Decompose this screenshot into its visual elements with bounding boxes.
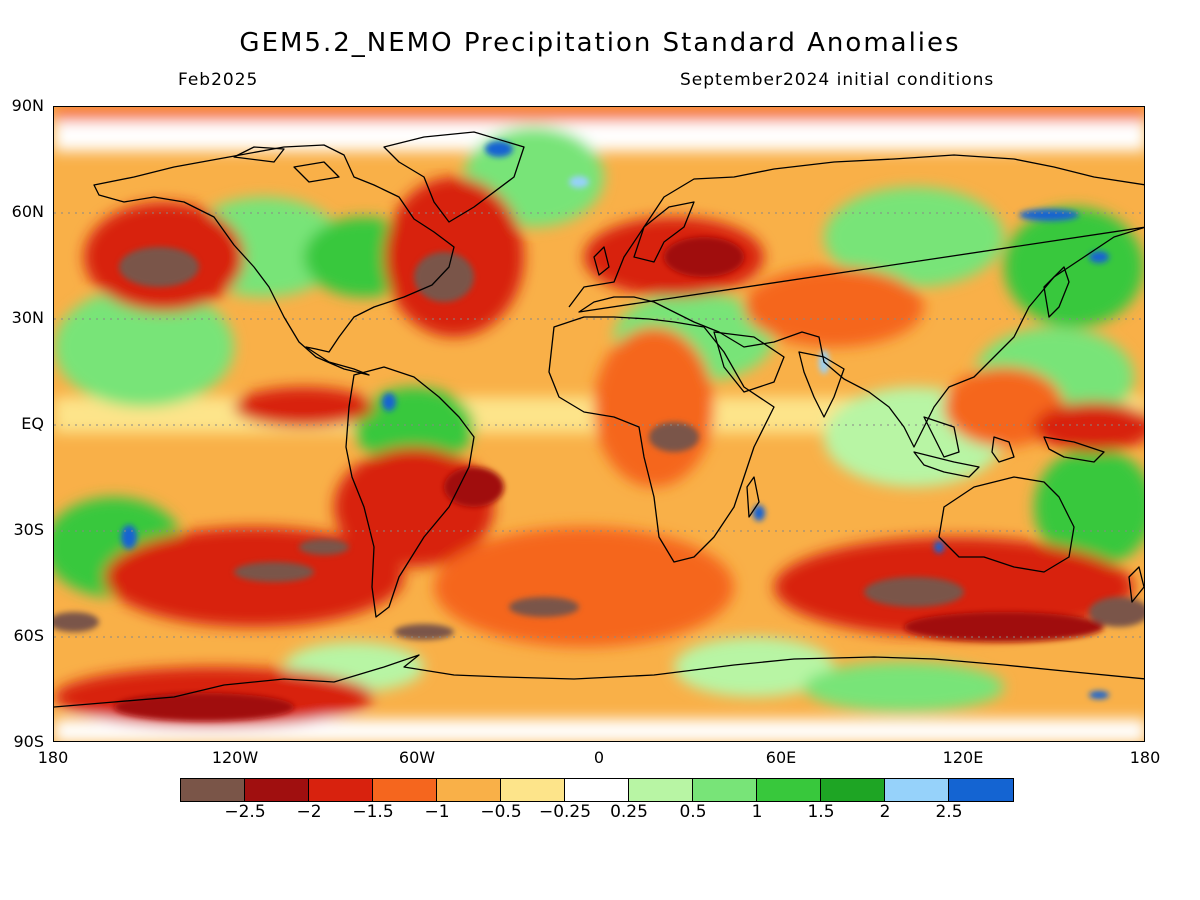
- colorbar-swatch: [501, 779, 565, 801]
- coastlines: [54, 131, 1144, 708]
- lat-label-90n: 90N: [11, 96, 44, 115]
- colorbar-swatch: [757, 779, 821, 801]
- colorbar-swatch: [821, 779, 885, 801]
- lat-label-30s: 30S: [13, 520, 44, 539]
- lat-label-eq: EQ: [21, 414, 44, 433]
- anomaly-map: [53, 106, 1145, 742]
- lon-label-0: 0: [593, 748, 605, 767]
- colorbar-tick-label: 1.5: [807, 802, 835, 822]
- colorbar: [180, 778, 1014, 802]
- colorbar-tick-label: 0.25: [610, 802, 648, 822]
- colorbar-swatch: [629, 779, 693, 801]
- lon-label-60e: 60E: [765, 748, 797, 767]
- colorbar-tick-label: −2: [296, 802, 322, 822]
- colorbar-tick-label: 0.5: [679, 802, 707, 822]
- anomaly-map-svg: [54, 107, 1144, 741]
- colorbar-swatch: [885, 779, 949, 801]
- colorbar-tick-label: 2: [879, 802, 891, 822]
- anomaly-field-cores: [54, 141, 1144, 721]
- colorbar-swatch: [949, 779, 1013, 801]
- lon-label-60w: 60W: [398, 748, 436, 767]
- colorbar-swatch: [437, 779, 501, 801]
- map-title: GEM5.2_NEMO Precipitation Standard Anoma…: [239, 28, 961, 58]
- initial-conditions-label: September2024 initial conditions: [680, 70, 995, 90]
- colorbar-swatch: [565, 779, 629, 801]
- lon-label-180e: 180: [1129, 748, 1161, 767]
- colorbar-swatch: [693, 779, 757, 801]
- colorbar-swatch: [373, 779, 437, 801]
- lat-gridlines: [54, 212, 1144, 638]
- lon-label-180w: 180: [37, 748, 69, 767]
- lat-label-60n: 60N: [11, 202, 44, 221]
- lon-label-120e: 120E: [942, 748, 984, 767]
- colorbar-tick-label: −1: [424, 802, 450, 822]
- colorbar-tick-label: 1: [751, 802, 763, 822]
- colorbar-tick-label: −0.25: [538, 802, 592, 822]
- lat-label-60s: 60S: [13, 626, 44, 645]
- colorbar-swatch: [181, 779, 245, 801]
- valid-month-label: Feb2025: [178, 70, 259, 90]
- colorbar-swatch: [245, 779, 309, 801]
- colorbar-tick-label: 2.5: [935, 802, 963, 822]
- lat-label-30n: 30N: [11, 308, 44, 327]
- lon-label-120w: 120W: [211, 748, 259, 767]
- colorbar-tick-label: −1.5: [352, 802, 394, 822]
- colorbar-tick-label: −0.5: [480, 802, 522, 822]
- colorbar-swatch: [309, 779, 373, 801]
- colorbar-tick-label: −2.5: [224, 802, 266, 822]
- lat-label-90s: 90S: [13, 732, 44, 751]
